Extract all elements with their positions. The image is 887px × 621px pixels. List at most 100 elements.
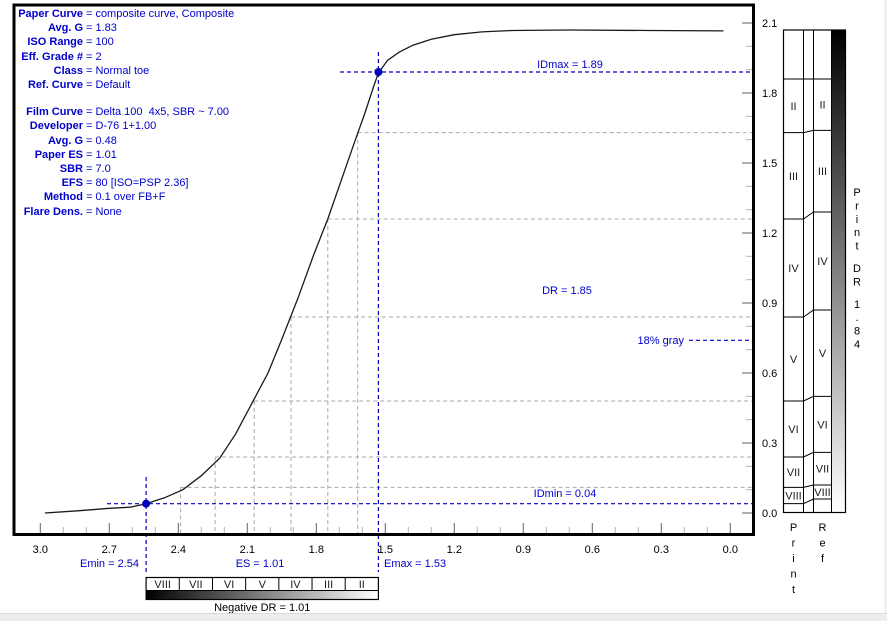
emax-label: Emax = 1.53	[384, 558, 446, 570]
emin-idmin-point-marker	[142, 499, 151, 508]
info-value: 2	[95, 50, 102, 63]
negative-dr-caption: Negative DR = 1.01	[214, 602, 310, 614]
print-dr-side-label: 8	[854, 326, 860, 338]
info-value: 0.1 over FB+F	[95, 191, 166, 204]
print-dr-side-label: R	[853, 276, 861, 288]
x-tick-label: 1.2	[447, 544, 462, 556]
info-value: Delta 100 4x5, SBR ~ 7.00	[95, 106, 230, 119]
print-column-caption: r	[792, 538, 796, 550]
x-tick-label: 0.3	[654, 544, 669, 556]
print-column-caption: i	[792, 553, 794, 565]
info-label: Flare Dens.	[23, 205, 83, 218]
window-right-edge	[884, 0, 887, 613]
x-tick-label: 1.8	[309, 544, 324, 556]
y-tick-label: 1.8	[762, 88, 777, 100]
info-label: Eff. Grade #	[21, 50, 83, 63]
y-tick-label: 1.5	[762, 158, 777, 170]
info-label: EFS	[61, 177, 83, 190]
y-tick-label: 0.6	[762, 368, 777, 380]
ref-column-caption: R	[819, 522, 827, 534]
info-label: ISO Range	[27, 36, 83, 49]
print-dr-side-label: t	[855, 241, 858, 253]
negative-zone-label: IV	[290, 579, 301, 591]
paper-curve-info: Paper Curve = composite curve, Composite Av…	[17, 7, 234, 92]
ref-column-caption: f	[821, 553, 825, 565]
y-tick-label: 1.2	[762, 228, 777, 240]
info-row: Paper ES = 1.01	[17, 148, 234, 162]
gray18-label: 18% gray	[638, 335, 685, 347]
info-value: 1.01	[95, 148, 117, 161]
equals-sign: =	[86, 163, 93, 176]
equals-sign: =	[86, 8, 93, 20]
equals-sign: =	[86, 64, 93, 77]
film-curve-info: Film Curve = Delta 100 4x5, SBR ~ 7.00 Deve…	[17, 105, 234, 219]
info-value: D-76 1+1.00	[95, 120, 157, 133]
print-dr-side-label: 1	[854, 299, 860, 311]
print-zone-label: II	[790, 101, 796, 113]
equals-sign: =	[86, 36, 93, 49]
ref-zone-label: III	[818, 166, 827, 178]
print-dr-side-label: n	[854, 227, 860, 239]
plot-frame	[12, 3, 755, 536]
print-dr-side-label: P	[853, 187, 860, 199]
x-tick-label: 3.0	[33, 544, 48, 556]
info-row: Film Curve = Delta 100 4x5, SBR ~ 7.00	[17, 105, 234, 119]
y-tick-label: 0.9	[762, 298, 777, 310]
annotation-lines	[107, 52, 752, 572]
info-row: Avg. G = 1.83	[17, 21, 234, 35]
info-value: 80 [ISO=PSP 2.36]	[95, 177, 189, 190]
y-tick-label: 0.3	[762, 438, 777, 450]
negative-density-gradient-bar	[146, 590, 379, 600]
equals-sign: =	[86, 79, 93, 92]
info-label: Class	[53, 64, 83, 77]
x-axis: 3.0 2.7 2.4 2.1 1.8 1.5 1.2 0.9 0.6 0.3 0.0	[33, 523, 738, 556]
info-row: Method = 0.1 over FB+F	[17, 190, 234, 204]
info-label: Method	[43, 191, 83, 204]
info-value: 100	[95, 36, 114, 49]
emax-idmax-point-marker	[374, 68, 383, 77]
equals-sign: =	[86, 191, 93, 204]
paper-characteristic-curve	[44, 29, 724, 514]
print-zone-label: VIII	[785, 491, 802, 503]
window-bottom-bar	[0, 613, 887, 621]
print-zone-label: VII	[787, 467, 800, 479]
info-label: SBR	[59, 163, 83, 176]
info-label: Developer	[29, 120, 83, 133]
zone-boundary-connector	[803, 211, 814, 220]
curve-info-panel: Paper Curve = composite curve, Composite Av…	[17, 7, 234, 219]
info-value: 1.83	[95, 22, 117, 35]
idmax-label: IDmax = 1.89	[537, 59, 603, 71]
equals-sign: =	[86, 120, 93, 133]
info-value: 7.0	[95, 163, 111, 176]
es-label: ES = 1.01	[236, 558, 285, 570]
print-column-caption: t	[792, 584, 795, 596]
info-row: Paper Curve = composite curve, Composite	[17, 7, 234, 21]
print-zone-label: VI	[788, 424, 798, 436]
equals-sign: =	[86, 177, 93, 190]
equals-sign: =	[86, 106, 93, 119]
info-value: Normal toe	[95, 64, 150, 77]
print-dr-side-label: .	[855, 312, 858, 324]
idmin-label: IDmin = 0.04	[534, 488, 597, 500]
info-value: Default	[95, 79, 131, 92]
y-axis: 0.0 0.3 0.6 0.9 1.2 1.5 1.8 2.1	[742, 18, 777, 520]
info-row: EFS = 80 [ISO=PSP 2.36]	[17, 176, 234, 190]
print-zone-label: IV	[788, 263, 799, 275]
info-row: Ref. Curve = Default	[17, 78, 234, 92]
zone-boundary-connector	[803, 484, 814, 488]
x-tick-label: 2.1	[240, 544, 255, 556]
info-label: Avg. G	[47, 134, 83, 147]
x-tick-label: 1.5	[378, 544, 393, 556]
zone-boundary-connector	[803, 498, 814, 505]
negative-zone-label: VII	[189, 579, 202, 591]
info-label: Avg. G	[47, 22, 83, 35]
ref-zone-label: IV	[817, 256, 828, 268]
emin-label: Emin = 2.54	[80, 558, 139, 570]
ref-zone-label: VII	[816, 464, 829, 476]
x-tick-label: 2.7	[102, 544, 117, 556]
x-tick-label: 0.9	[516, 544, 531, 556]
zone-boundary-connector	[803, 129, 814, 134]
print-column-caption: n	[790, 569, 796, 581]
